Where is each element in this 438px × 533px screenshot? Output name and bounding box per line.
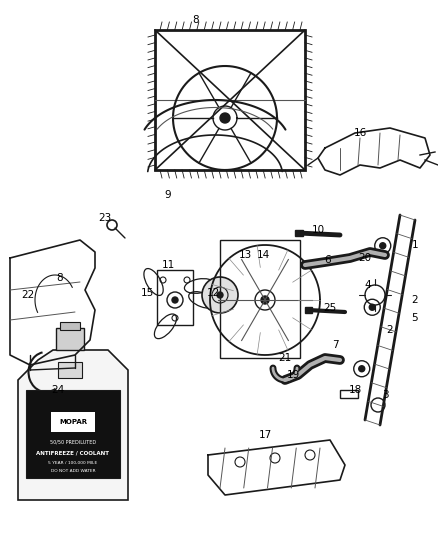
Text: 50/50 PREDILUTED: 50/50 PREDILUTED xyxy=(50,440,96,445)
Text: DO NOT ADD WATER: DO NOT ADD WATER xyxy=(51,469,95,473)
Bar xyxy=(58,362,82,378)
Text: 8: 8 xyxy=(193,15,199,25)
Text: 16: 16 xyxy=(353,128,367,138)
Bar xyxy=(157,270,193,325)
Text: ANTIFREEZE / COOLANT: ANTIFREEZE / COOLANT xyxy=(36,450,109,456)
Circle shape xyxy=(217,292,223,298)
Text: 15: 15 xyxy=(140,288,154,298)
Text: 10: 10 xyxy=(311,225,325,235)
Text: MOPAR: MOPAR xyxy=(59,419,87,425)
Text: 8: 8 xyxy=(57,273,64,283)
Bar xyxy=(56,328,84,350)
Text: 14: 14 xyxy=(256,250,270,260)
Text: 18: 18 xyxy=(348,385,362,395)
Text: 1: 1 xyxy=(412,240,418,250)
Text: 19: 19 xyxy=(286,370,300,380)
Circle shape xyxy=(369,304,375,310)
Text: 21: 21 xyxy=(279,353,292,363)
Text: 5: 5 xyxy=(412,313,418,323)
Circle shape xyxy=(220,113,230,123)
Bar xyxy=(305,307,312,313)
Text: 22: 22 xyxy=(21,290,35,300)
Bar xyxy=(295,230,303,236)
Text: 12: 12 xyxy=(206,288,219,298)
Bar xyxy=(51,412,95,432)
Text: 24: 24 xyxy=(51,385,65,395)
Text: 2: 2 xyxy=(412,295,418,305)
Text: 5 YEAR / 100,000 MILE: 5 YEAR / 100,000 MILE xyxy=(48,461,98,465)
Bar xyxy=(220,240,300,358)
Circle shape xyxy=(202,277,238,313)
Text: 6: 6 xyxy=(325,255,331,265)
Text: 3: 3 xyxy=(381,390,389,400)
Text: 17: 17 xyxy=(258,430,272,440)
Text: 13: 13 xyxy=(238,250,251,260)
Text: 2: 2 xyxy=(387,325,393,335)
Text: 23: 23 xyxy=(99,213,112,223)
Bar xyxy=(60,322,80,330)
Circle shape xyxy=(380,243,386,249)
Text: 11: 11 xyxy=(161,260,175,270)
Text: 20: 20 xyxy=(358,253,371,263)
Circle shape xyxy=(261,296,269,304)
Circle shape xyxy=(172,297,178,303)
Text: 4: 4 xyxy=(365,280,371,290)
Text: 9: 9 xyxy=(165,190,171,200)
Bar xyxy=(26,390,120,478)
Circle shape xyxy=(359,366,365,372)
Bar xyxy=(155,30,305,170)
Text: 25: 25 xyxy=(323,303,337,313)
Text: 7: 7 xyxy=(332,340,338,350)
Bar xyxy=(340,390,358,398)
Polygon shape xyxy=(18,350,128,500)
